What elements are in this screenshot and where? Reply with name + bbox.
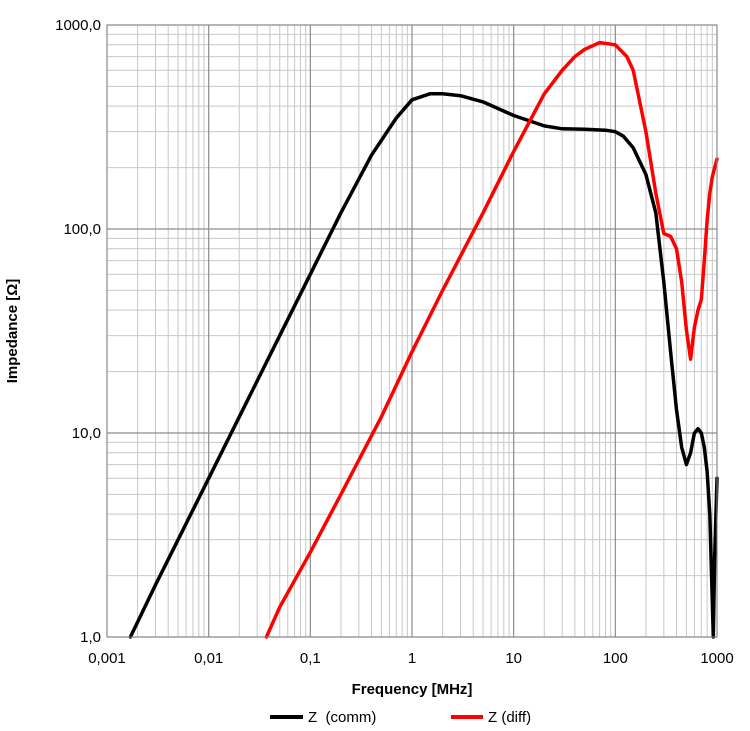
y-tick-label: 100,0 [63, 221, 101, 238]
series-line-comm [128, 92, 719, 639]
y-tick-label: 10,0 [72, 425, 101, 442]
x-tick-label: 100 [603, 650, 628, 667]
series-line-diff [264, 40, 719, 639]
x-axis-title: Frequency [MHz] [352, 681, 473, 698]
plot-border [106, 24, 718, 638]
tick-labels: 0,001 0,01 0,1 1 10 100 1000 1,0 10,0 100,0 1000,0 [55, 17, 734, 667]
y-tick-label: 1000,0 [55, 17, 101, 34]
x-tick-label: 0,01 [194, 650, 223, 667]
x-tick-label: 10 [505, 650, 522, 667]
legend-label-comm: Z (comm) [308, 709, 376, 726]
y-axis-title: Impedance [Ω] [4, 279, 21, 384]
x-tick-label: 1000 [700, 650, 733, 667]
y-tick-label: 1,0 [80, 629, 101, 646]
x-tick-label: 0,1 [300, 650, 321, 667]
legend: Z (comm) Z (diff) [270, 709, 531, 726]
x-tick-label: 0,001 [88, 650, 126, 667]
x-tick-label: 1 [408, 650, 416, 667]
series-layer [128, 40, 719, 639]
legend-label-diff: Z (diff) [488, 709, 531, 726]
grid [106, 24, 718, 638]
